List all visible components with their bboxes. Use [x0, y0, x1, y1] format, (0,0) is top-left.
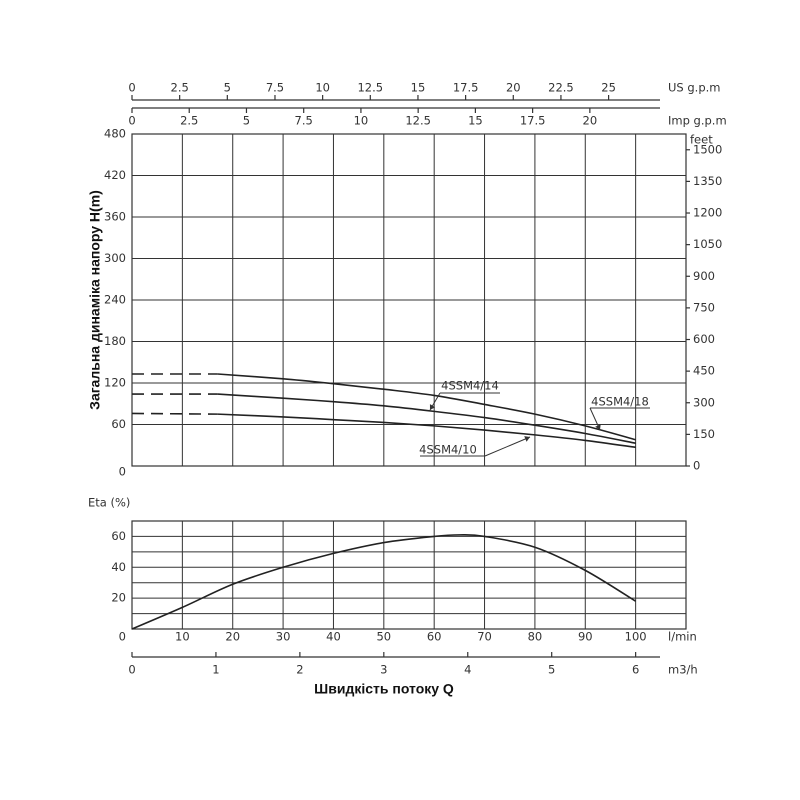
- y-tick-label: 180: [104, 334, 126, 348]
- y-tick-label: 120: [104, 376, 126, 390]
- x-tick-label: 80: [528, 630, 543, 644]
- top-axis-tick-label: 10: [315, 81, 330, 95]
- y2-tick-label: 900: [693, 269, 715, 283]
- y2-tick-label: 1350: [693, 174, 722, 188]
- top-axis-tick-label: 17.5: [520, 114, 546, 128]
- y2-tick-label: 150: [693, 427, 715, 441]
- x-tick-label: 10: [175, 630, 190, 644]
- y-axis-title: Загальна динаміка напору H(m): [87, 190, 103, 410]
- top-axis-tick-label: 2.5: [171, 81, 189, 95]
- x-tick-label: 20: [225, 630, 240, 644]
- top-axis-tick-label: 22.5: [548, 81, 574, 95]
- y-tick-label: 0: [119, 465, 126, 479]
- top-axis-tick-label: 20: [506, 81, 521, 95]
- top-axis-tick-label: 12.5: [405, 114, 431, 128]
- y-tick-label: 40: [111, 560, 126, 574]
- x-tick-label: 40: [326, 630, 341, 644]
- label-leader: [484, 436, 531, 457]
- y-tick-label: 240: [104, 293, 126, 307]
- top-axis-tick-label: 0: [128, 114, 135, 128]
- x-tick-label: 70: [477, 630, 492, 644]
- top-axis-tick-label: 10: [354, 114, 369, 128]
- series-line: [217, 393, 636, 444]
- label-arrow: [429, 404, 436, 410]
- top-axis-tick-label: 17.5: [453, 81, 479, 95]
- bottom-axis-tick-label: 2: [296, 663, 303, 677]
- x-tick-label: 30: [276, 630, 291, 644]
- top-axis-tick-label: 15: [468, 114, 483, 128]
- y2-tick-label: 750: [693, 300, 715, 314]
- y2-tick-label: 300: [693, 395, 715, 409]
- plot-frame: [131, 520, 687, 630]
- y-tick-label: 60: [111, 417, 126, 431]
- y2-tick-label: 0: [693, 459, 700, 473]
- y2-tick-label: 600: [693, 332, 715, 346]
- y2-axis-title: feet: [690, 133, 713, 147]
- x-unit: l/min: [668, 630, 697, 644]
- bottom-axis-tick-label: 4: [464, 663, 471, 677]
- bottom-axis-tick-label: 6: [632, 663, 639, 677]
- y-tick-label: 480: [104, 127, 126, 141]
- y2-tick-label: 1200: [693, 206, 722, 220]
- series-line: [217, 413, 636, 449]
- top-axis-tick-label: 7.5: [266, 81, 284, 95]
- series-line: [217, 373, 636, 441]
- y-axis-title: Eta (%): [88, 496, 130, 510]
- y-tick-label: 360: [104, 210, 126, 224]
- bottom-axis-tick-label: 5: [548, 663, 555, 677]
- bottom-axis-tick-label: 1: [212, 663, 219, 677]
- y-tick-label: 60: [111, 529, 126, 543]
- bottom-axis-unit: m3/h: [668, 663, 698, 677]
- y2-tick-label: 1500: [693, 142, 722, 156]
- top-axis-tick-label: 15: [411, 81, 426, 95]
- series-label: 4SSM4/14: [441, 379, 499, 393]
- top-axis-unit: Imp g.p.m: [668, 114, 727, 128]
- y-tick-label: 420: [104, 168, 126, 182]
- x-tick-label: 90: [578, 630, 593, 644]
- x-tick-label: 50: [376, 630, 391, 644]
- bottom-axis-tick-label: 0: [128, 663, 135, 677]
- top-axis-tick-label: 12.5: [357, 81, 383, 95]
- top-axis-tick-label: 0: [128, 81, 135, 95]
- y2-tick-label: 450: [693, 364, 715, 378]
- top-axis-tick-label: 25: [601, 81, 616, 95]
- x-tick-label: 100: [625, 630, 647, 644]
- x-axis-title: Швидкість потоку Q: [314, 681, 454, 697]
- y-tick-label: 0: [119, 630, 126, 644]
- series-label: 4SSM4/10: [419, 443, 477, 457]
- y2-tick-label: 1050: [693, 237, 722, 251]
- top-axis-tick-label: 2.5: [180, 114, 198, 128]
- bottom-axis-tick-label: 3: [380, 663, 387, 677]
- top-axis-tick-label: 7.5: [295, 114, 313, 128]
- y-tick-label: 20: [111, 591, 126, 605]
- series-line: [131, 534, 637, 630]
- top-axis-tick-label: 20: [583, 114, 598, 128]
- top-axis-unit: US g.p.m: [668, 81, 721, 95]
- x-tick-label: 60: [427, 630, 442, 644]
- series-label: 4SSM4/18: [591, 395, 649, 409]
- top-axis-tick-label: 5: [243, 114, 250, 128]
- top-axis-tick-label: 5: [224, 81, 231, 95]
- y-tick-label: 300: [104, 251, 126, 265]
- label-arrow: [595, 424, 601, 430]
- label-arrow: [524, 436, 530, 442]
- series-line-dashed: [131, 412, 218, 415]
